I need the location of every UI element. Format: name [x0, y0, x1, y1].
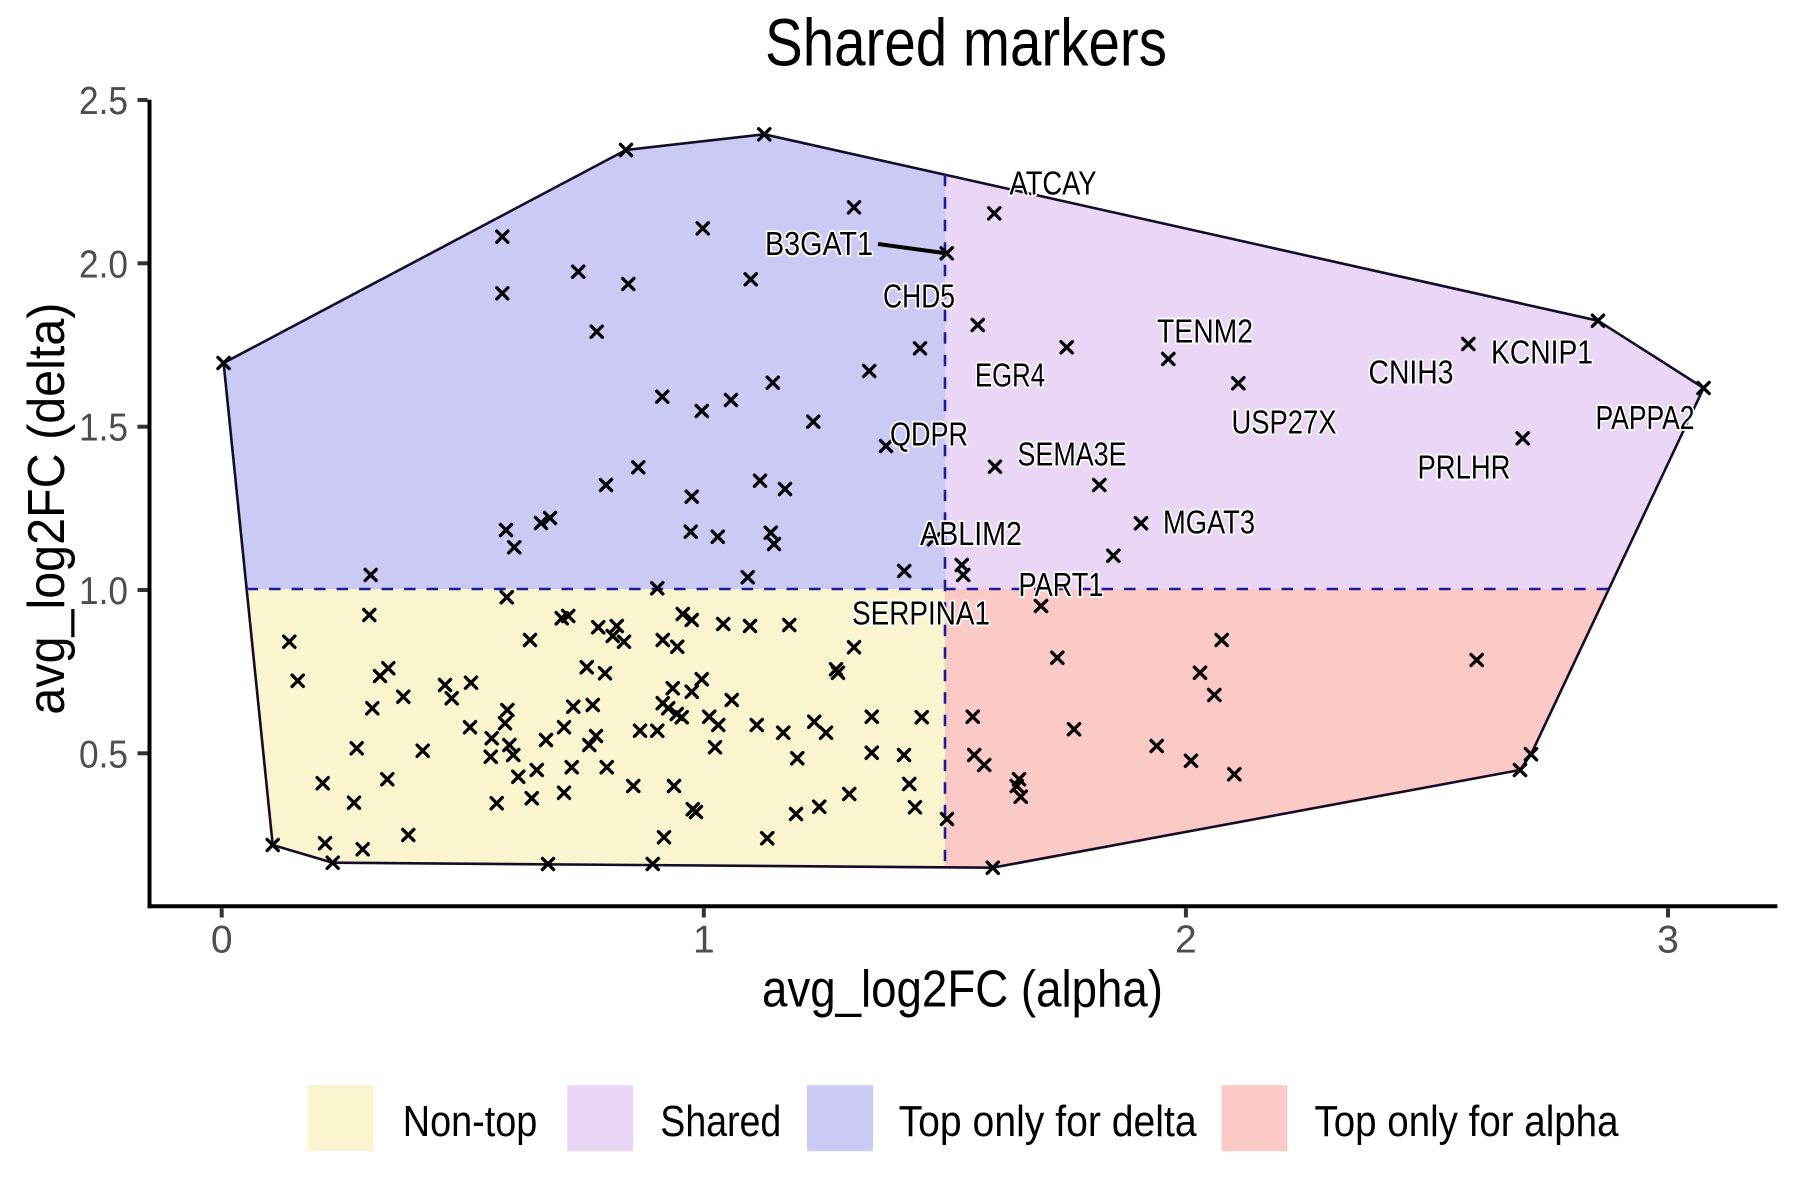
svg-text:TENM2: TENM2	[1157, 313, 1253, 350]
svg-text:B3GAT1: B3GAT1	[765, 225, 873, 262]
svg-text:1.5: 1.5	[79, 407, 128, 450]
svg-text:avg_log2FC (alpha): avg_log2FC (alpha)	[762, 961, 1163, 1019]
svg-text:CHD5: CHD5	[883, 278, 955, 315]
svg-text:0: 0	[211, 919, 233, 962]
svg-text:CNIH3: CNIH3	[1369, 354, 1454, 391]
svg-text:1.0: 1.0	[79, 570, 128, 613]
svg-text:ATCAY: ATCAY	[1010, 165, 1097, 202]
svg-text:2.0: 2.0	[79, 243, 128, 286]
svg-text:Top only for delta: Top only for delta	[899, 1097, 1197, 1146]
svg-text:1: 1	[693, 919, 715, 962]
svg-text:2: 2	[1175, 919, 1197, 962]
svg-text:Top only for alpha: Top only for alpha	[1315, 1097, 1619, 1146]
svg-text:0.5: 0.5	[79, 733, 128, 776]
svg-text:QDPR: QDPR	[890, 416, 968, 453]
svg-text:avg_log2FC (delta): avg_log2FC (delta)	[18, 303, 76, 715]
svg-text:KCNIP1: KCNIP1	[1491, 334, 1593, 371]
svg-text:PART1: PART1	[1019, 566, 1104, 603]
svg-text:ABLIM2: ABLIM2	[920, 515, 1022, 552]
svg-text:PRLHR: PRLHR	[1418, 449, 1511, 486]
svg-text:2.5: 2.5	[79, 80, 128, 123]
svg-text:Non-top: Non-top	[403, 1097, 538, 1146]
svg-text:3: 3	[1657, 919, 1679, 962]
svg-text:Shared markers: Shared markers	[765, 6, 1167, 81]
svg-text:SERPINA1: SERPINA1	[852, 595, 990, 632]
svg-text:USP27X: USP27X	[1232, 404, 1337, 441]
svg-text:SEMA3E: SEMA3E	[1018, 436, 1127, 473]
svg-text:PAPPA2: PAPPA2	[1596, 399, 1695, 436]
svg-text:MGAT3: MGAT3	[1163, 504, 1255, 541]
svg-text:Shared: Shared	[660, 1097, 781, 1146]
svg-text:EGR4: EGR4	[975, 357, 1045, 394]
